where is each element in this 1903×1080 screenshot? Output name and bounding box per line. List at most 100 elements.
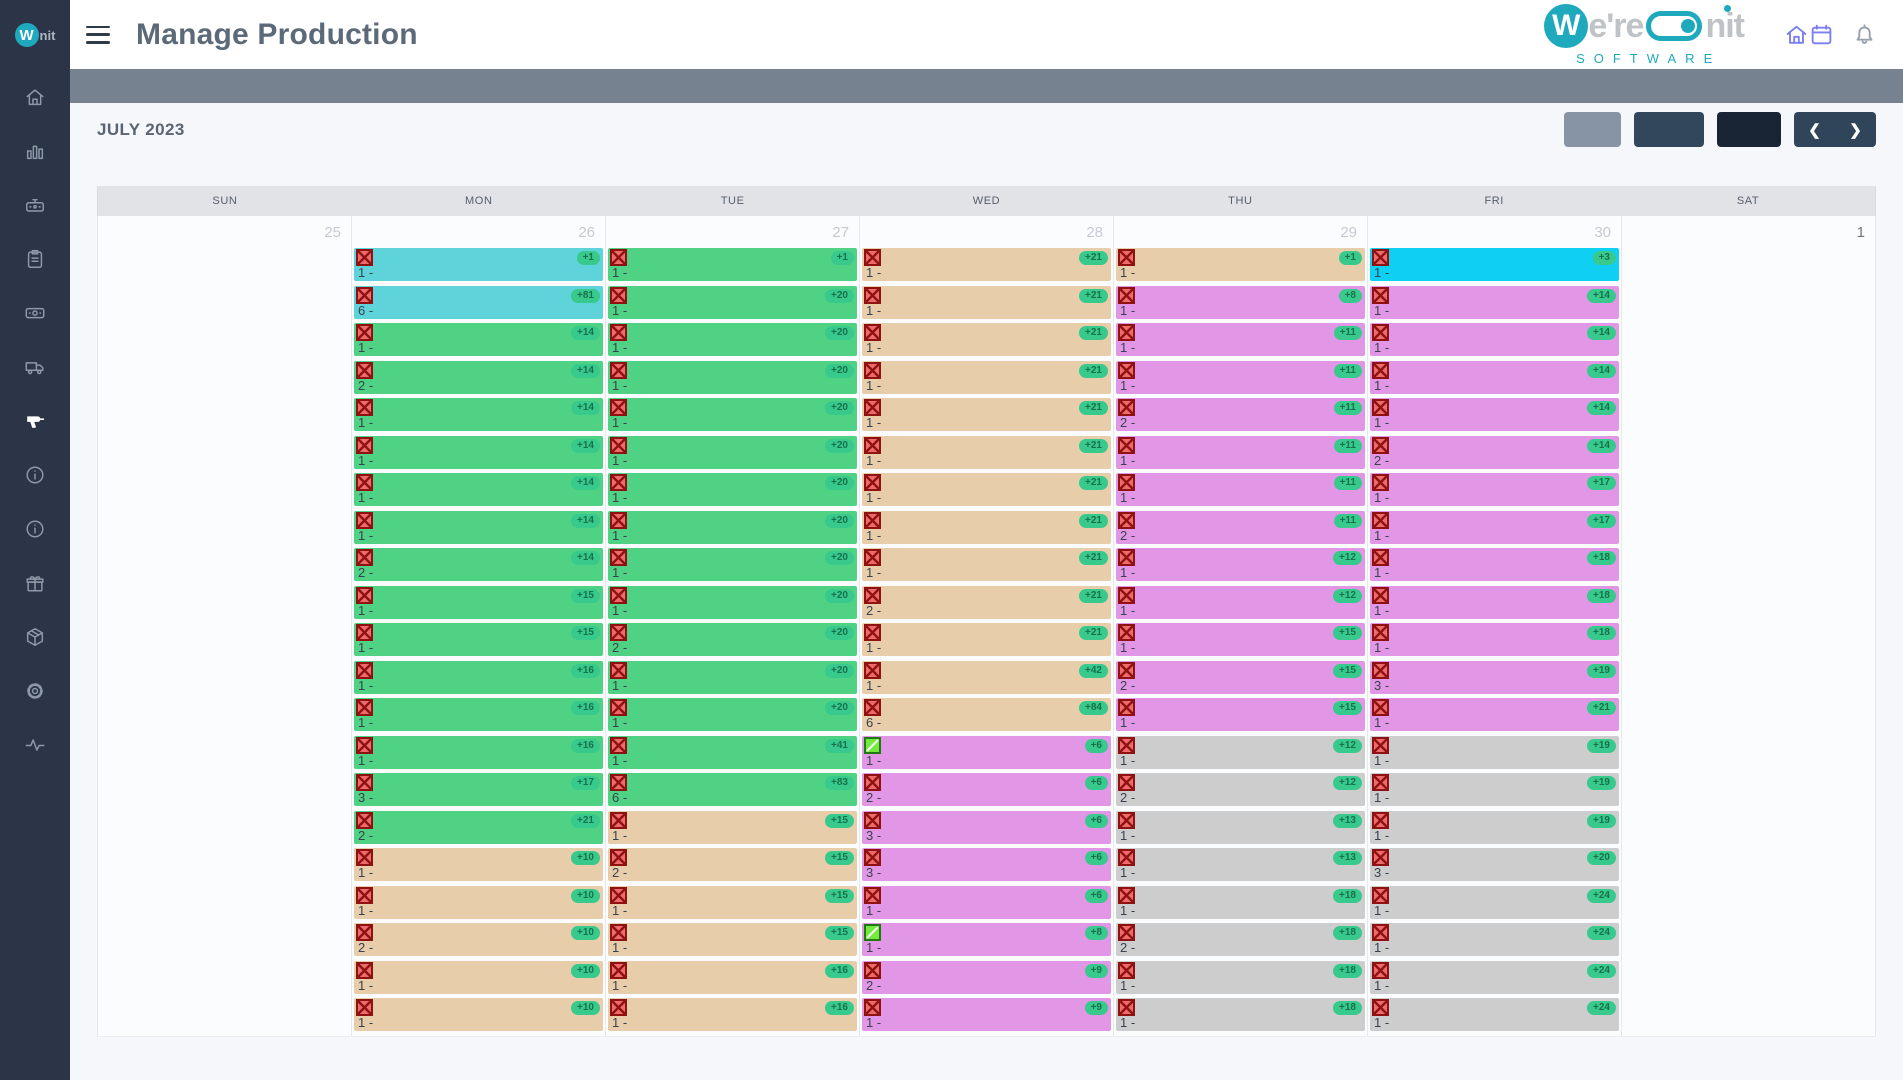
production-event[interactable]: +18 1 - — [1370, 585, 1619, 619]
production-event[interactable]: +11 1 - — [1116, 473, 1365, 506]
production-event[interactable]: +6 3 - — [862, 848, 1111, 881]
production-event[interactable]: +24 1 - — [1370, 960, 1619, 994]
production-event[interactable]: +14 2 - — [354, 360, 603, 394]
production-event[interactable]: +12 1 - — [1116, 548, 1365, 581]
production-event[interactable]: +20 1 - — [608, 435, 857, 469]
production-event[interactable]: +21 1 - — [862, 398, 1111, 431]
view-button-dark[interactable] — [1717, 112, 1781, 147]
production-event[interactable]: +6 3 - — [862, 810, 1111, 844]
production-event[interactable]: +21 1 - — [862, 285, 1111, 319]
production-event[interactable]: +21 1 - — [862, 548, 1111, 581]
view-button-mid[interactable] — [1634, 112, 1704, 147]
production-event[interactable]: +14 1 - — [1370, 360, 1619, 394]
production-event[interactable]: +84 6 - — [862, 698, 1111, 731]
production-event[interactable]: +9 2 - — [862, 960, 1111, 994]
production-event[interactable]: +21 1 - — [862, 323, 1111, 356]
sidebar-item-gear[interactable] — [0, 664, 70, 718]
menu-toggle-icon[interactable] — [86, 25, 110, 44]
calendar-icon[interactable] — [1809, 22, 1834, 47]
production-event[interactable]: +21 1 - — [1370, 698, 1619, 731]
production-event[interactable]: +18 1 - — [1116, 885, 1365, 919]
day-cell[interactable]: 27 +1 1 - +20 1 - +20 1 - +20 1 - +20 1 - +20 1 - +20… — [606, 216, 860, 1036]
production-event[interactable]: +11 1 - — [1116, 360, 1365, 394]
sidebar-item-drill[interactable] — [0, 394, 70, 448]
production-event[interactable]: +16 1 - — [354, 698, 603, 731]
production-event[interactable]: +20 1 - — [608, 323, 857, 356]
prev-button[interactable]: ❮ — [1808, 121, 1821, 139]
production-event[interactable]: +12 2 - — [1116, 773, 1365, 806]
production-event[interactable]: +20 1 - — [608, 360, 857, 394]
production-event[interactable]: +14 1 - — [354, 473, 603, 506]
production-event[interactable]: +41 1 - — [608, 735, 857, 769]
production-event[interactable]: +14 2 - — [1370, 435, 1619, 469]
production-event[interactable]: +11 1 - — [1116, 435, 1365, 469]
sidebar-item-gift[interactable] — [0, 556, 70, 610]
production-event[interactable]: +15 1 - — [354, 623, 603, 656]
sidebar-item-clipboard[interactable] — [0, 232, 70, 286]
home-icon[interactable] — [1784, 22, 1809, 47]
production-event[interactable]: +81 6 - — [354, 285, 603, 319]
production-event[interactable]: +15 1 - — [1116, 698, 1365, 731]
production-event[interactable]: +14 1 - — [1370, 285, 1619, 319]
production-event[interactable]: +18 1 - — [1370, 548, 1619, 581]
production-event[interactable]: +14 1 - — [354, 323, 603, 356]
day-cell[interactable]: 28 +21 1 - +21 1 - +21 1 - +21 1 - +21 1 - +21 1 - +2… — [860, 216, 1114, 1036]
production-event[interactable]: +19 1 - — [1370, 735, 1619, 769]
production-event[interactable]: +10 1 - — [354, 885, 603, 919]
production-event[interactable]: +16 1 - — [354, 735, 603, 769]
production-event[interactable]: +11 2 - — [1116, 398, 1365, 431]
production-event[interactable]: +20 1 - — [608, 585, 857, 619]
sidebar-item-info-alt[interactable] — [0, 502, 70, 556]
production-event[interactable]: +24 1 - — [1370, 923, 1619, 956]
production-event[interactable]: +20 2 - — [608, 623, 857, 656]
production-event[interactable]: +1 1 - — [608, 248, 857, 281]
production-event[interactable]: +10 1 - — [354, 848, 603, 881]
production-event[interactable]: +14 1 - — [354, 510, 603, 544]
production-event[interactable]: +6 1 - — [862, 885, 1111, 919]
production-event[interactable]: +20 1 - — [608, 698, 857, 731]
production-event[interactable]: +10 2 - — [354, 923, 603, 956]
production-event[interactable]: +17 1 - — [1370, 510, 1619, 544]
next-button[interactable]: ❯ — [1849, 121, 1862, 139]
production-event[interactable]: +21 2 - — [354, 810, 603, 844]
production-event[interactable]: +21 1 - — [862, 473, 1111, 506]
production-event[interactable]: +19 1 - — [1370, 773, 1619, 806]
production-event[interactable]: +16 1 - — [354, 660, 603, 694]
production-event[interactable]: +11 1 - — [1116, 323, 1365, 356]
production-event[interactable]: +17 3 - — [354, 773, 603, 806]
production-event[interactable]: +20 3 - — [1370, 848, 1619, 881]
production-event[interactable]: +21 1 - — [862, 248, 1111, 281]
sidebar-item-bar-chart[interactable] — [0, 124, 70, 178]
day-cell[interactable]: 25 — [98, 216, 352, 1036]
production-event[interactable]: +17 1 - — [1370, 473, 1619, 506]
production-event[interactable]: +20 1 - — [608, 660, 857, 694]
day-cell[interactable]: 30 +3 1 - +14 1 - +14 1 - +14 1 - +14 1 - +14 2 - +17… — [1368, 216, 1622, 1036]
production-event[interactable]: +16 1 - — [608, 960, 857, 994]
production-event[interactable]: +15 2 - — [1116, 660, 1365, 694]
production-event[interactable]: +20 1 - — [608, 473, 857, 506]
sidebar-item-info[interactable] — [0, 448, 70, 502]
production-event[interactable]: +14 1 - — [354, 435, 603, 469]
production-event[interactable]: +21 1 - — [862, 623, 1111, 656]
production-event[interactable]: +15 2 - — [608, 848, 857, 881]
production-event[interactable]: +19 3 - — [1370, 660, 1619, 694]
production-event[interactable]: +14 1 - — [354, 398, 603, 431]
production-event[interactable]: +8 1 - — [862, 923, 1111, 956]
production-event[interactable]: +6 1 - — [862, 735, 1111, 769]
sidebar-item-home[interactable] — [0, 70, 70, 124]
production-event[interactable]: +1 1 - — [1116, 248, 1365, 281]
production-event[interactable]: +8 1 - — [1116, 285, 1365, 319]
production-event[interactable]: +20 1 - — [608, 398, 857, 431]
sidebar-logo[interactable]: W nit — [0, 0, 70, 70]
production-event[interactable]: +13 1 - — [1116, 810, 1365, 844]
production-event[interactable]: +24 1 - — [1370, 998, 1619, 1031]
production-event[interactable]: +1 1 - — [354, 248, 603, 281]
production-event[interactable]: +83 6 - — [608, 773, 857, 806]
production-event[interactable]: +9 1 - — [862, 998, 1111, 1031]
production-event[interactable]: +21 1 - — [862, 435, 1111, 469]
bell-icon[interactable] — [1852, 22, 1877, 47]
production-event[interactable]: +24 1 - — [1370, 885, 1619, 919]
production-event[interactable]: +15 1 - — [608, 923, 857, 956]
production-event[interactable]: +10 1 - — [354, 960, 603, 994]
sidebar-item-banknote[interactable] — [0, 286, 70, 340]
